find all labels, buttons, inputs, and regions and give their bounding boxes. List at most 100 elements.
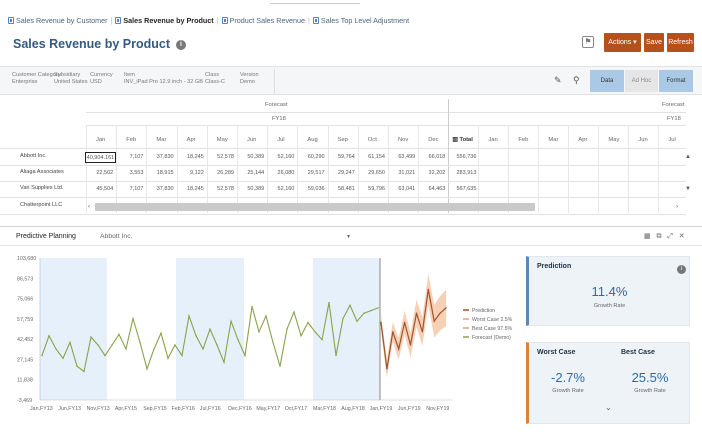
grid-cell[interactable]: 52,160 [277,186,295,192]
data-tab[interactable]: Data [590,70,624,92]
lock-icon[interactable]: ⚲ [573,75,580,85]
pov-class[interactable]: Class Class-C [205,72,225,85]
row-header[interactable]: Aliaga Associates [20,169,64,175]
grid-cell[interactable]: 29,517 [307,170,325,176]
grid-cell[interactable]: 52,578 [217,186,234,192]
total-cell[interactable]: 567,635 [456,186,477,192]
month-header[interactable]: May [216,137,228,143]
grid-cell[interactable]: 3,553 [129,170,144,176]
row-header[interactable]: Vari Supplies Ltd. [20,185,64,191]
form-icon [115,16,122,24]
month-header[interactable]: Mar [548,137,559,143]
grid-cell[interactable]: 7,107 [129,154,144,160]
grid-cell[interactable]: 61,154 [368,154,385,160]
total-header[interactable]: ▥ Total [452,137,473,143]
grid-cell[interactable]: 50,389 [247,186,265,192]
month-header[interactable]: Dec [428,137,439,143]
pov-version[interactable]: Version Demo [240,72,259,85]
grid-cell[interactable]: 32,202 [428,170,446,176]
month-header[interactable]: May [608,137,620,143]
month-header[interactable]: Jun [247,137,257,143]
horizontal-scrollbar[interactable] [95,203,535,211]
grid-cell[interactable]: 18,245 [186,154,204,160]
ad-hoc-tab[interactable]: Ad Hoc [625,70,658,92]
total-cell[interactable]: 283,913 [456,170,477,176]
month-header[interactable]: Jan [96,137,106,143]
grid-view-icon[interactable]: ▦ [644,233,651,240]
grid-cell[interactable]: 64,463 [428,186,446,192]
grid-cell[interactable]: 18,915 [156,170,174,176]
grid-cell[interactable]: 58,481 [337,186,355,192]
grid-cell[interactable]: 60,290 [307,154,325,160]
grid-cell[interactable]: 63,041 [398,186,416,192]
grid-cell[interactable]: 22,502 [96,170,114,176]
member-select[interactable]: Abbott Inc. ▾ [100,233,350,240]
active-cell[interactable]: 40,904.161 [85,152,117,163]
month-header[interactable]: Oct [367,137,377,143]
grid-cell[interactable]: 52,578 [217,154,234,160]
month-header[interactable]: Apr [578,137,588,143]
month-header[interactable]: Apr [186,137,196,143]
expand-icon[interactable]: ⤢ [667,233,673,240]
chevron-down-icon: ▾ [346,234,350,240]
edit-pencil-icon[interactable]: ✎ [554,75,562,85]
grid-cell[interactable]: 59,796 [368,186,385,192]
month-header[interactable]: Jul [277,137,285,143]
grid-cell[interactable]: 7,107 [129,186,144,192]
grid-cell[interactable]: 31,021 [398,170,416,176]
grid-cell[interactable]: 50,389 [247,154,265,160]
refresh-button[interactable]: Refresh [667,33,694,52]
actions-button[interactable]: Actions ▾ [604,33,641,52]
tab-sales-top-level-adjustment[interactable]: Sales Top Level Adjustment [312,16,409,25]
scroll-up-icon[interactable]: ▲ [685,154,691,160]
grid-line [327,125,329,213]
month-header[interactable]: Sep [337,137,348,143]
month-header[interactable]: Nov [398,137,409,143]
grid-cell[interactable]: 45,504 [96,186,114,192]
y-tick-label: 103,680 [17,256,36,262]
pov-item[interactable]: Item INV_iPad Pro 12.9 inch - 32 GB [124,72,203,85]
month-header[interactable]: Jan [488,137,498,143]
tab-sales-revenue-by-product[interactable]: Sales Revenue by Product [115,16,214,25]
grid-cell[interactable]: 29,247 [337,170,355,176]
scroll-down-icon[interactable]: ▼ [685,186,691,192]
tab-product-sales-revenue[interactable]: Product Sales Revenue [221,16,305,25]
total-cell[interactable]: 556,736 [456,154,477,160]
pov-customer-category[interactable]: Customer Category Enterprise [12,72,61,85]
grid-cell[interactable]: 26,080 [277,170,295,176]
format-tab[interactable]: Format [659,70,693,92]
info-icon[interactable]: i [176,40,187,50]
row-header[interactable]: Abbott Inc. [20,153,47,159]
save-button[interactable]: Save [644,33,664,52]
month-header[interactable]: Jul [668,137,676,143]
month-header[interactable]: Aug [307,137,318,143]
chevron-down-icon[interactable]: ⌄ [605,403,612,412]
pov-currency[interactable]: Currency USD [90,72,113,85]
grid-cell[interactable]: 26,289 [217,170,234,176]
bookmark-icon[interactable]: ⚑ [582,36,594,48]
info-icon[interactable]: i [677,265,686,274]
grid-cell[interactable]: 25,144 [247,170,265,176]
tab-sales-revenue-by-customer[interactable]: Sales Revenue by Customer [8,16,108,25]
scroll-right-icon[interactable]: › [676,204,678,210]
scroll-left-icon[interactable]: ‹ [88,204,90,210]
row-header[interactable]: Chatterpoint LLC [20,202,63,208]
form-icon [312,16,319,24]
grid-cell[interactable]: 59,764 [337,154,355,160]
copy-icon[interactable]: ⧉ [656,233,662,240]
grid-cell[interactable]: 63,499 [398,154,416,160]
grid-cell[interactable]: 66,018 [428,154,446,160]
month-header[interactable]: Feb [518,137,529,143]
grid-cell[interactable]: 37,830 [156,154,174,160]
pov-subsidiary[interactable]: Subsidiary United States [54,72,88,85]
grid-cell[interactable]: 9,122 [190,170,204,176]
grid-cell[interactable]: 29,650 [368,170,385,176]
month-header[interactable]: Mar [156,137,167,143]
close-icon[interactable]: ✕ [678,233,685,240]
grid-cell[interactable]: 52,160 [277,154,295,160]
grid-cell[interactable]: 59,036 [307,186,325,192]
month-header[interactable]: Jun [638,137,648,143]
month-header[interactable]: Feb [126,137,137,143]
grid-cell[interactable]: 37,830 [156,186,174,192]
grid-cell[interactable]: 18,245 [186,186,204,192]
